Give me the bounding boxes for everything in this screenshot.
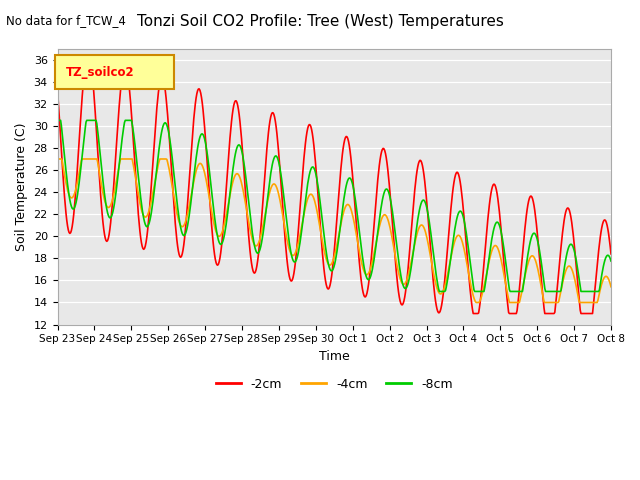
Y-axis label: Soil Temperature (C): Soil Temperature (C) [15,122,28,251]
-2cm [54,87,61,93]
-8cm [121,120,129,125]
Line: -2cm: -2cm [58,60,611,313]
-4cm [121,156,129,162]
-2cm [607,251,615,257]
-4cm [418,222,426,228]
-8cm [607,258,615,264]
-8cm [206,173,214,179]
-8cm [64,181,72,187]
-8cm [177,225,184,230]
-4cm [54,156,61,162]
-2cm [64,223,72,229]
Text: No data for f_TCW_4: No data for f_TCW_4 [6,14,126,27]
Text: Tonzi Soil CO2 Profile: Tree (West) Temperatures: Tonzi Soil CO2 Profile: Tree (West) Temp… [136,14,504,29]
Line: -4cm: -4cm [58,159,611,302]
-2cm [403,284,410,289]
-4cm [472,300,480,305]
-4cm [206,199,214,204]
Text: TZ_soilco2: TZ_soilco2 [66,66,134,79]
-2cm [178,253,186,259]
-8cm [402,286,410,291]
-4cm [607,284,615,289]
-4cm [177,223,184,228]
-2cm [122,62,129,68]
-4cm [402,280,410,286]
Line: -8cm: -8cm [58,120,611,291]
-8cm [54,118,61,123]
-8cm [418,199,426,205]
-8cm [435,288,443,294]
-2cm [82,57,90,62]
-2cm [469,311,477,316]
FancyBboxPatch shape [55,56,173,89]
X-axis label: Time: Time [319,350,349,363]
-2cm [419,163,426,168]
-4cm [64,187,72,193]
-2cm [207,211,214,216]
Legend: -2cm, -4cm, -8cm: -2cm, -4cm, -8cm [211,372,458,396]
